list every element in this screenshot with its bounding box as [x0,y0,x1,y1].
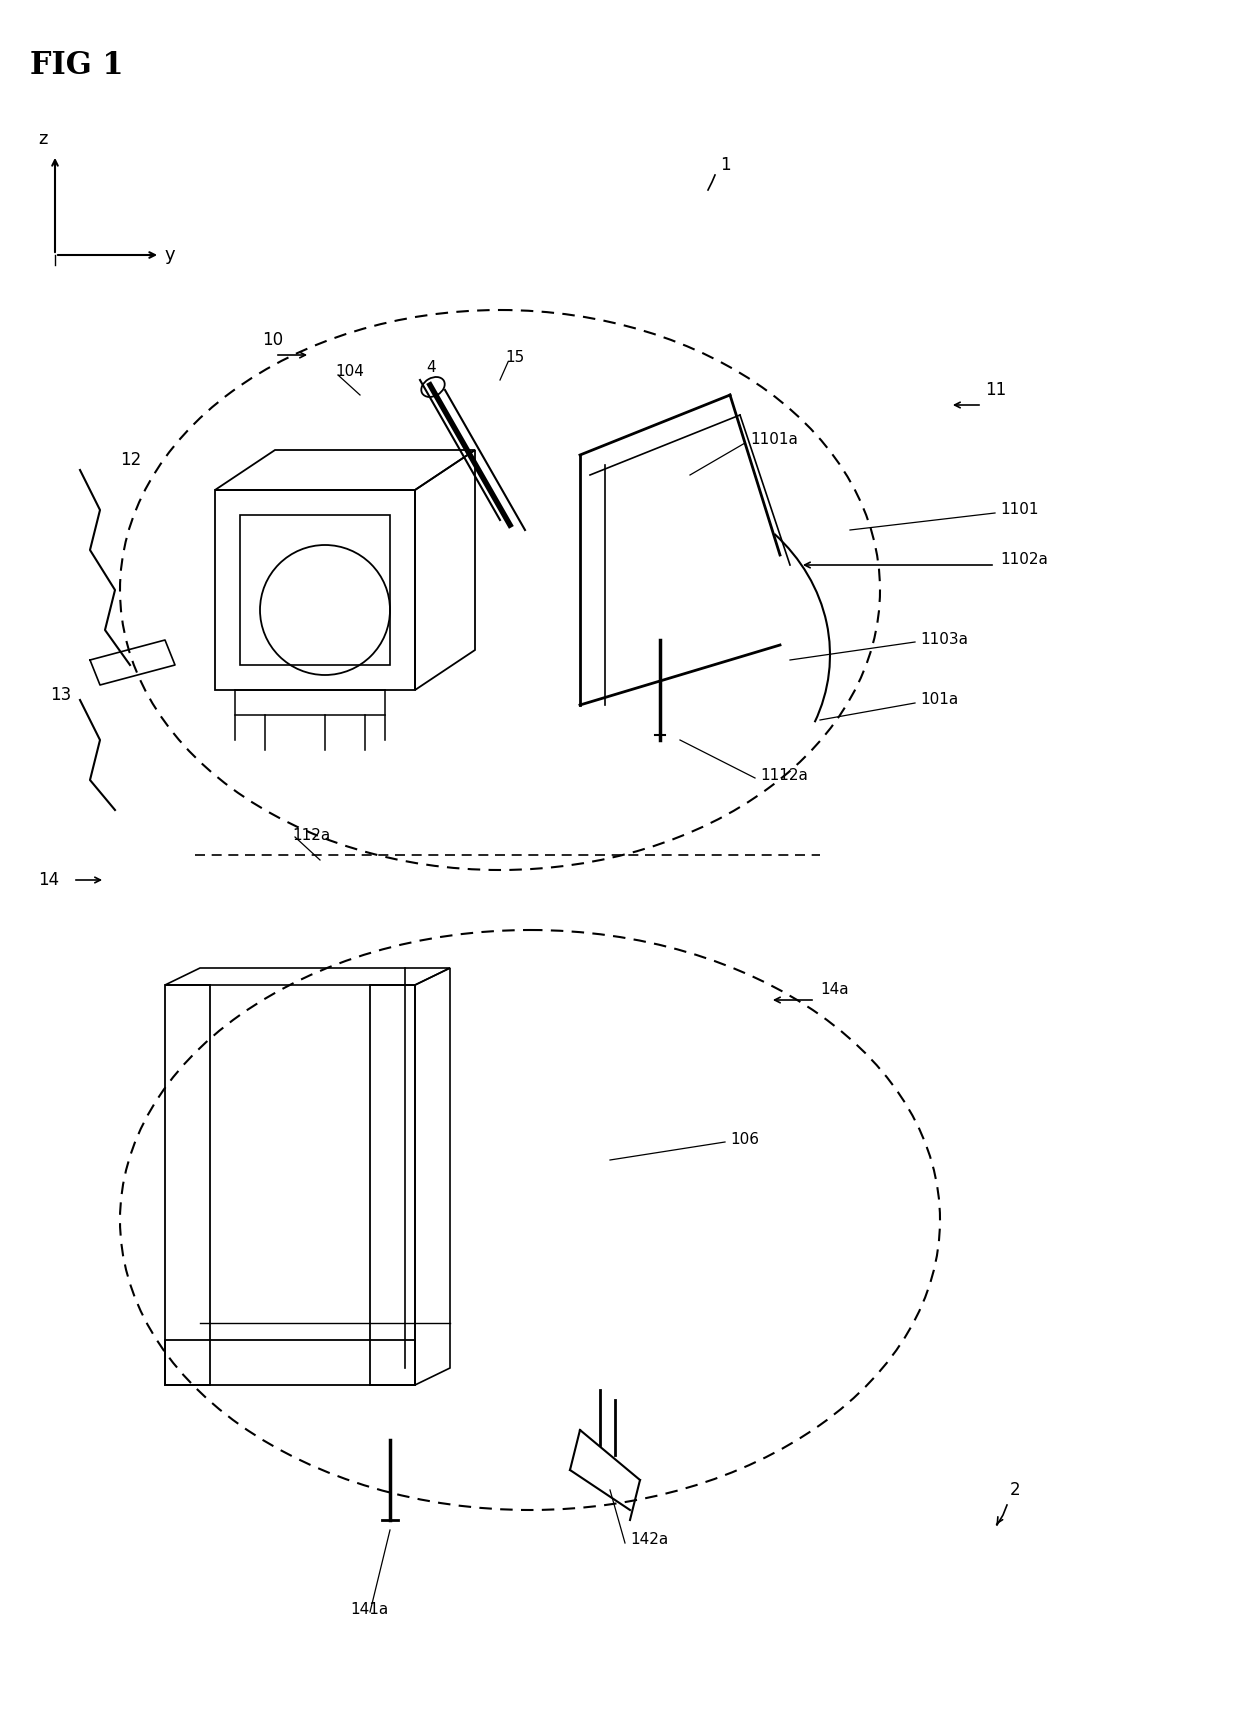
Text: 2: 2 [1011,1481,1021,1500]
Text: 141a: 141a [350,1603,388,1618]
Text: 1112a: 1112a [760,767,808,782]
Text: 1: 1 [720,156,730,173]
Text: 106: 106 [730,1133,759,1148]
Text: FIG 1: FIG 1 [30,50,124,81]
Text: 13: 13 [50,686,71,704]
Text: 10: 10 [262,331,283,348]
Text: 1102a: 1102a [999,553,1048,568]
Text: 15: 15 [505,350,525,366]
Text: 1101a: 1101a [750,432,797,448]
Text: 12: 12 [120,451,141,468]
Text: 142a: 142a [630,1532,668,1548]
Text: 1103a: 1103a [920,633,968,647]
Text: 104: 104 [335,364,363,379]
Text: 14a: 14a [820,983,848,997]
Text: 14: 14 [38,872,60,889]
Text: 1101: 1101 [999,503,1039,518]
Text: 112a: 112a [291,827,330,843]
Text: y: y [165,245,176,264]
Text: 4: 4 [427,360,435,376]
Text: z: z [38,130,47,148]
Text: 11: 11 [985,381,1006,400]
Text: 101a: 101a [920,693,959,707]
